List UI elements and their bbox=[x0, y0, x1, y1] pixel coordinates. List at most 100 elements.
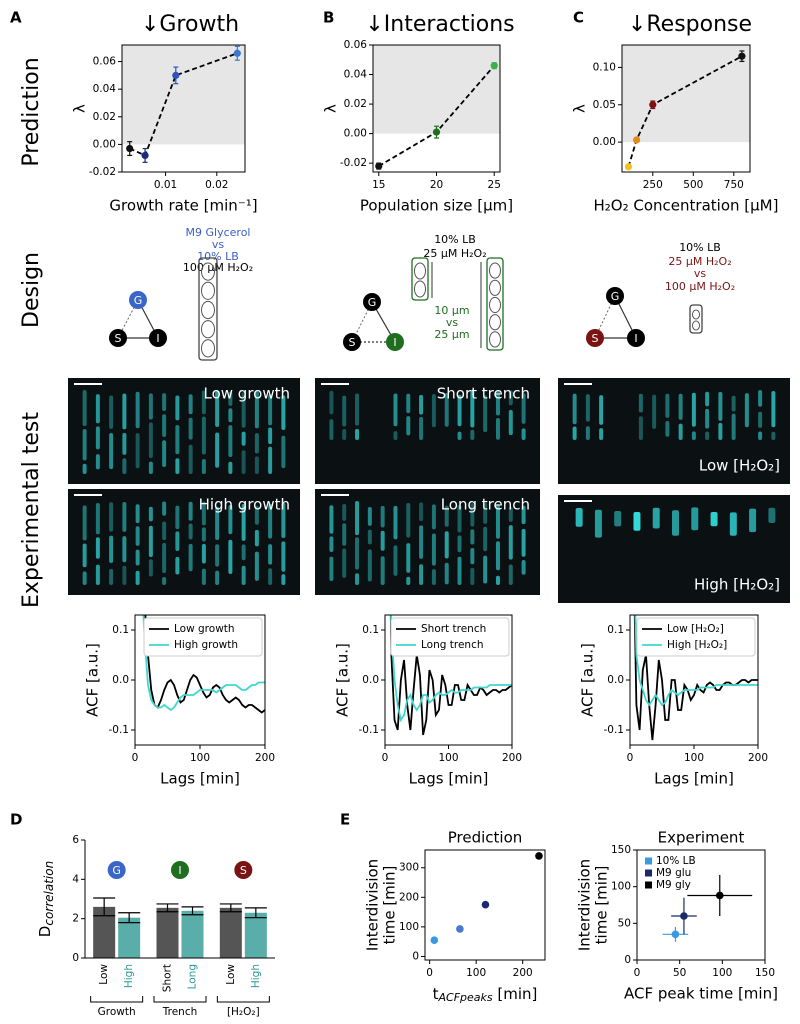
y-tick-label: 0.1 bbox=[112, 624, 129, 636]
group-label: [H₂O₂] bbox=[227, 1006, 260, 1018]
cell bbox=[367, 529, 372, 545]
cell bbox=[758, 431, 763, 440]
x-tick-label: 100 bbox=[438, 752, 458, 764]
x-tick-label: 500 bbox=[683, 179, 703, 191]
bar bbox=[219, 907, 242, 958]
cell bbox=[489, 296, 501, 314]
cell bbox=[483, 555, 488, 584]
cell bbox=[201, 458, 206, 474]
y-axis-label: Interdivision bbox=[576, 859, 594, 951]
y-axis-label: λ bbox=[71, 104, 89, 113]
x-tick-label: 0.02 bbox=[205, 179, 228, 191]
y-tick-label: 0.04 bbox=[344, 69, 368, 81]
x-tick-label: 750 bbox=[724, 179, 744, 191]
cell bbox=[109, 395, 114, 429]
cell bbox=[122, 432, 127, 455]
trench bbox=[486, 257, 504, 351]
cell bbox=[749, 508, 757, 533]
y-tick-label: 0.0 bbox=[607, 674, 624, 686]
x-axis-label: Lags [min] bbox=[160, 770, 240, 788]
axes-frame bbox=[636, 849, 766, 961]
x-tick-label: 0 bbox=[627, 752, 634, 764]
cell bbox=[228, 539, 233, 575]
cell bbox=[329, 556, 334, 581]
cell bbox=[521, 560, 526, 575]
cell bbox=[162, 576, 167, 585]
micrograph-label: High [H₂O₂] bbox=[694, 576, 780, 594]
x-tick-label: High bbox=[250, 964, 262, 988]
x-tick-label: 0 bbox=[634, 967, 641, 979]
cell bbox=[599, 395, 604, 425]
cell bbox=[652, 394, 657, 429]
node bbox=[149, 329, 167, 347]
cell bbox=[470, 567, 475, 585]
legend-label: High growth bbox=[174, 639, 238, 651]
cell bbox=[254, 529, 259, 547]
legend-label: M9 gly bbox=[656, 879, 691, 891]
interaction-edge bbox=[117, 299, 139, 339]
cell bbox=[470, 390, 475, 428]
cell bbox=[342, 428, 347, 440]
cell bbox=[771, 431, 776, 440]
cell bbox=[201, 527, 206, 542]
design-text: 25 µM H₂O₂ bbox=[668, 255, 731, 268]
cell bbox=[521, 428, 526, 440]
data-point bbox=[430, 936, 439, 944]
cell bbox=[393, 545, 398, 576]
node bbox=[627, 329, 645, 347]
micrograph-label: High growth bbox=[199, 496, 290, 514]
node bbox=[606, 287, 624, 305]
y-tick-label: -0.1 bbox=[109, 724, 130, 736]
data-point bbox=[680, 912, 688, 920]
cell bbox=[162, 393, 167, 412]
design-text: 10% LB bbox=[679, 241, 721, 254]
cell bbox=[672, 510, 679, 536]
design-text: 25 µM H₂O₂ bbox=[423, 247, 486, 260]
positive-region bbox=[622, 45, 750, 143]
x-tick-label: 200 bbox=[513, 967, 533, 979]
cell bbox=[82, 571, 87, 585]
cell bbox=[201, 281, 215, 300]
cell bbox=[495, 503, 500, 539]
bar bbox=[181, 910, 204, 958]
legend-label: Long trench bbox=[421, 639, 484, 651]
x-tick-label: 200 bbox=[502, 752, 522, 764]
legend-label: Low [H₂O₂] bbox=[667, 623, 724, 635]
x-tick-label: High bbox=[123, 964, 135, 988]
cell bbox=[122, 393, 127, 430]
cell bbox=[457, 535, 462, 553]
group-icon bbox=[234, 861, 253, 879]
cell bbox=[414, 280, 426, 298]
column-title: ↓Growth bbox=[141, 12, 239, 37]
cell bbox=[162, 414, 167, 437]
cell bbox=[162, 501, 167, 516]
cell bbox=[281, 502, 286, 538]
node-label: S bbox=[115, 332, 122, 345]
cell bbox=[201, 501, 206, 526]
cell bbox=[355, 501, 360, 536]
cell bbox=[342, 523, 347, 546]
cell bbox=[483, 502, 488, 524]
row-label: Experimental test bbox=[19, 412, 44, 608]
cell bbox=[495, 575, 500, 585]
y-tick-label: 300 bbox=[399, 862, 419, 874]
cell bbox=[241, 450, 246, 474]
cell bbox=[135, 433, 140, 469]
y-tick-label: 150 bbox=[611, 844, 631, 856]
data-point bbox=[649, 101, 657, 109]
cell bbox=[758, 411, 763, 428]
cell bbox=[419, 525, 424, 559]
axes-frame bbox=[424, 849, 546, 961]
cell bbox=[470, 548, 475, 565]
design-text: 25 µm bbox=[434, 328, 469, 341]
cell bbox=[457, 394, 462, 427]
x-tick-label: 100 bbox=[466, 967, 486, 979]
cell bbox=[594, 509, 602, 538]
x-tick-label: 0.01 bbox=[154, 179, 177, 191]
y-tick-label: -0.02 bbox=[89, 166, 116, 178]
node-label: G bbox=[611, 290, 620, 303]
data-point bbox=[535, 852, 543, 860]
panel-letter: B bbox=[323, 9, 334, 27]
y-tick-label: 0.0 bbox=[362, 674, 379, 686]
cell bbox=[718, 391, 723, 421]
